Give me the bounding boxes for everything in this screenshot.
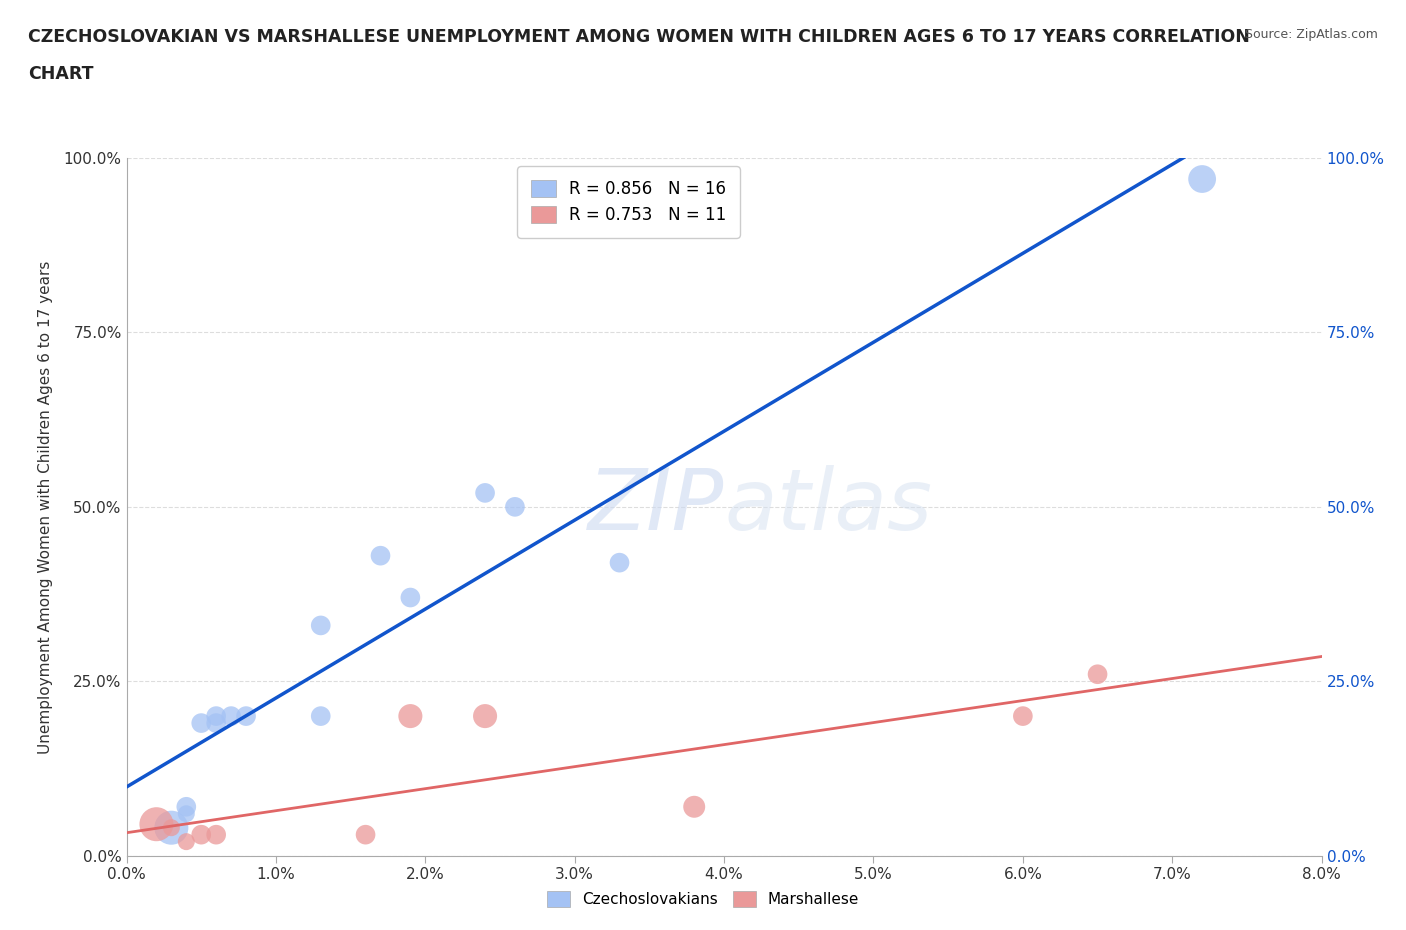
Point	[145, 817, 167, 831]
Point	[370, 549, 392, 564]
Text: CZECHOSLOVAKIAN VS MARSHALLESE UNEMPLOYMENT AMONG WOMEN WITH CHILDREN AGES 6 TO : CZECHOSLOVAKIAN VS MARSHALLESE UNEMPLOYM…	[28, 28, 1250, 46]
Point	[474, 709, 496, 724]
Point	[474, 485, 496, 500]
Point	[609, 555, 631, 570]
Point	[205, 716, 228, 731]
Point	[399, 591, 422, 605]
Point	[309, 709, 332, 724]
Legend: R = 0.856   N = 16, R = 0.753   N = 11: R = 0.856 N = 16, R = 0.753 N = 11	[517, 166, 740, 238]
Point	[174, 834, 197, 849]
Point	[399, 709, 422, 724]
Point	[205, 828, 228, 843]
Point	[174, 800, 197, 815]
Point	[174, 806, 197, 821]
Text: Source: ZipAtlas.com: Source: ZipAtlas.com	[1244, 28, 1378, 41]
Point	[160, 820, 183, 835]
Point	[219, 709, 242, 724]
Point	[205, 709, 228, 724]
Point	[309, 618, 332, 633]
Point	[1191, 172, 1213, 187]
Point	[1011, 709, 1033, 724]
Point	[190, 716, 212, 731]
Point	[1087, 667, 1109, 682]
Point	[683, 800, 706, 815]
Y-axis label: Unemployment Among Women with Children Ages 6 to 17 years: Unemployment Among Women with Children A…	[38, 260, 52, 753]
Text: CHART: CHART	[28, 65, 94, 83]
Point	[235, 709, 257, 724]
Point	[190, 828, 212, 843]
Text: atlas: atlas	[724, 465, 932, 549]
Point	[160, 820, 183, 835]
Text: ZIP: ZIP	[588, 465, 724, 549]
Point	[503, 499, 526, 514]
Legend: Czechoslovakians, Marshallese: Czechoslovakians, Marshallese	[540, 884, 866, 913]
Point	[354, 828, 377, 843]
